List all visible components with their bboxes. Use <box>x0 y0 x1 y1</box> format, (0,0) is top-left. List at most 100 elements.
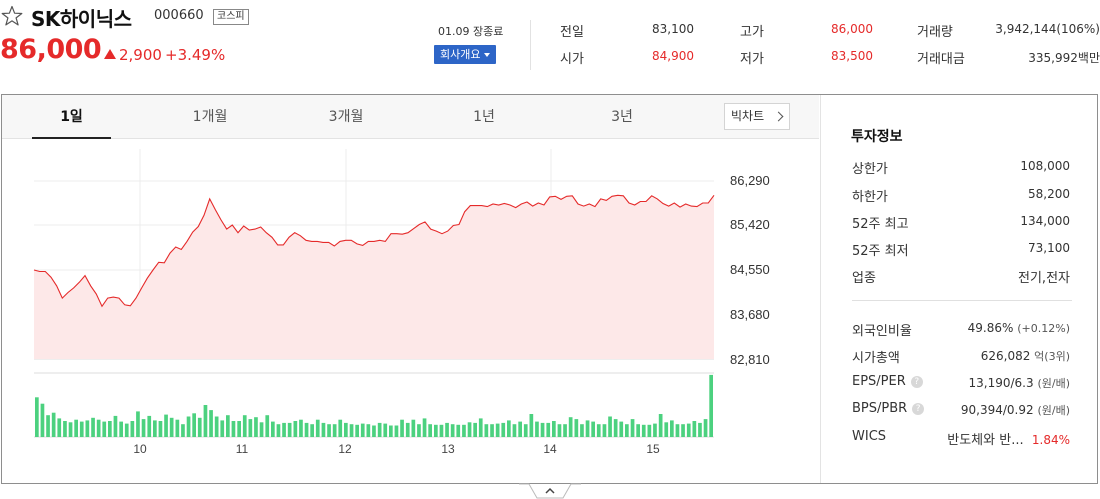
price-area-fill <box>34 195 714 359</box>
volume-bar <box>417 424 421 437</box>
volume-bar <box>57 418 62 437</box>
x-tick-label: 13 <box>441 442 455 456</box>
info-divider <box>852 300 1072 301</box>
tab-1year[interactable]: 1년 <box>473 109 495 125</box>
volume-bar <box>192 413 196 437</box>
volume-bar <box>619 421 624 437</box>
volume-bar <box>653 423 657 437</box>
volume-bar <box>203 405 208 437</box>
tab-3year[interactable]: 3년 <box>611 109 633 125</box>
volume-bar <box>96 419 101 437</box>
volume-bar <box>130 421 135 437</box>
volume-bar <box>658 414 663 437</box>
wics-sector-link[interactable]: 반도체와 반... <box>947 433 1024 448</box>
volume-bar <box>625 424 629 437</box>
collapse-toggle[interactable] <box>519 483 581 499</box>
industry-link[interactable]: 전기,전자 <box>1018 271 1070 286</box>
volume-bar <box>445 422 449 437</box>
volume-bar <box>552 421 556 437</box>
stock-code: 000660 <box>154 8 204 23</box>
prev-close-label: 전일 <box>560 25 584 40</box>
tab-3month[interactable]: 3개월 <box>328 109 364 125</box>
volume-bar <box>63 421 67 437</box>
volume-bar <box>383 423 388 437</box>
volume-bar <box>641 424 646 437</box>
chevron-up-icon <box>545 487 555 494</box>
big-chart-button[interactable]: 빅차트 <box>724 103 790 130</box>
y-tick-label: 85,420 <box>730 217 770 232</box>
volume-bar <box>400 419 404 437</box>
eps-per-label: EPS/PER? <box>852 374 923 389</box>
help-icon[interactable]: ? <box>910 376 923 388</box>
y-tick-label: 84,550 <box>730 262 770 277</box>
eps-per-value: 13,190/6.3 (원/배) <box>969 375 1070 391</box>
investment-info-title: 투자정보 <box>851 129 903 145</box>
volume-bar <box>293 421 298 437</box>
volume-bars <box>35 374 713 437</box>
volume-bar <box>670 420 674 437</box>
low-value: 83,500 <box>831 49 873 63</box>
volume-bar <box>79 421 84 437</box>
volume-bar <box>366 424 371 437</box>
volume-bar <box>377 422 382 437</box>
lower-limit-label: 하한가 <box>852 190 888 205</box>
investment-info-panel: 투자정보 상한가 108,000 하한가 58,200 52주 최고 134,0… <box>820 95 1097 483</box>
tab-1month[interactable]: 1개월 <box>192 109 228 125</box>
bps-pbr-label-text: BPS/PBR <box>852 401 908 416</box>
amount-label: 거래대금 <box>917 52 965 67</box>
volume-bar <box>507 420 511 437</box>
volume-bar <box>164 414 168 437</box>
volume-bar <box>310 424 314 437</box>
intraday-chart: 86,290 85,420 84,550 83,680 82,810 10 11… <box>33 149 770 456</box>
volume-bar <box>344 422 348 437</box>
volume-bar <box>259 422 264 437</box>
bps-pbr-number: 90,394/0.92 <box>960 403 1034 417</box>
volume-bar <box>265 415 270 437</box>
x-tick-label: 12 <box>338 442 352 456</box>
tab-1day[interactable]: 1일 <box>32 95 111 139</box>
y-tick-label: 86,290 <box>730 173 770 188</box>
wics-value: 반도체와 반... 1.84% <box>947 429 1070 448</box>
bps-pbr-unit: (원/배) <box>1037 404 1070 417</box>
x-tick-label: 14 <box>543 442 557 456</box>
market-cap-number: 626,082 <box>980 349 1031 363</box>
volume-bar <box>349 424 354 437</box>
volume-bar <box>681 424 685 437</box>
volume-bar <box>327 424 331 437</box>
x-tick-labels: 10 11 12 13 14 15 <box>133 442 660 456</box>
volume-bar <box>276 424 281 437</box>
volume-bar <box>540 422 545 437</box>
volume-bar <box>484 424 489 437</box>
foreign-ratio-change: (+0.12%) <box>1017 322 1070 335</box>
y-tick-label: 82,810 <box>730 352 770 367</box>
price-series-line <box>33 194 715 308</box>
volume-bar <box>456 424 461 437</box>
volume-bar <box>226 415 230 437</box>
volume-bar <box>153 420 157 437</box>
chart-panel: 1일 1개월 3개월 1년 3년 빅차트 86,290 <box>1 94 1098 484</box>
wics-label: WICS <box>852 429 887 444</box>
star-icon[interactable] <box>0 4 24 28</box>
caret-down-icon <box>484 53 491 57</box>
volume-bar <box>518 421 522 437</box>
volume-bar <box>608 416 612 437</box>
w52-low-value: 73,100 <box>1028 241 1070 255</box>
help-icon[interactable]: ? <box>912 403 925 415</box>
amount-value: 335,992백만 <box>1028 51 1100 65</box>
volume-bar <box>490 424 494 437</box>
foreign-ratio-number: 49.86% <box>967 321 1014 335</box>
volume-bar <box>568 417 573 437</box>
volume-bar <box>175 419 180 437</box>
foreign-ratio-label: 외국인비율 <box>852 324 912 339</box>
volume-bar <box>119 421 123 437</box>
company-overview-button[interactable]: 회사개요 <box>434 45 497 64</box>
volume-label: 거래량 <box>917 25 953 40</box>
volume-bar <box>557 424 562 437</box>
volume-bar <box>209 410 213 437</box>
volume-bar <box>698 422 702 437</box>
volume-bar <box>523 424 528 437</box>
volume-bar <box>124 423 129 437</box>
volume-bar <box>591 421 595 437</box>
volume-bar <box>231 421 236 437</box>
current-price: 86,000 <box>0 34 102 65</box>
